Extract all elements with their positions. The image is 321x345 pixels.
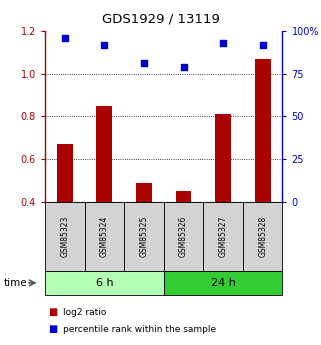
Text: GDS1929 / 13119: GDS1929 / 13119 [101,12,220,25]
Text: ■: ■ [48,307,57,317]
Bar [96,106,112,202]
Text: GSM85323: GSM85323 [60,216,69,257]
Text: 24 h: 24 h [211,278,236,288]
Point [181,64,186,70]
Bar [136,183,152,202]
Text: GSM85325: GSM85325 [139,216,148,257]
Bar [57,144,73,202]
Text: log2 ratio: log2 ratio [63,308,106,317]
Text: GSM85324: GSM85324 [100,216,109,257]
Point [141,61,146,66]
Text: percentile rank within the sample: percentile rank within the sample [63,325,216,334]
Text: GSM85326: GSM85326 [179,216,188,257]
Text: time: time [3,278,27,288]
Point [260,42,265,48]
Bar [255,59,271,202]
Text: ■: ■ [48,325,57,334]
Point [102,42,107,48]
Text: 6 h: 6 h [96,278,113,288]
Bar [215,114,231,202]
Point [221,40,226,46]
Text: GSM85328: GSM85328 [258,216,267,257]
Text: GSM85327: GSM85327 [219,216,228,257]
Bar [176,191,191,202]
Point [62,35,67,41]
